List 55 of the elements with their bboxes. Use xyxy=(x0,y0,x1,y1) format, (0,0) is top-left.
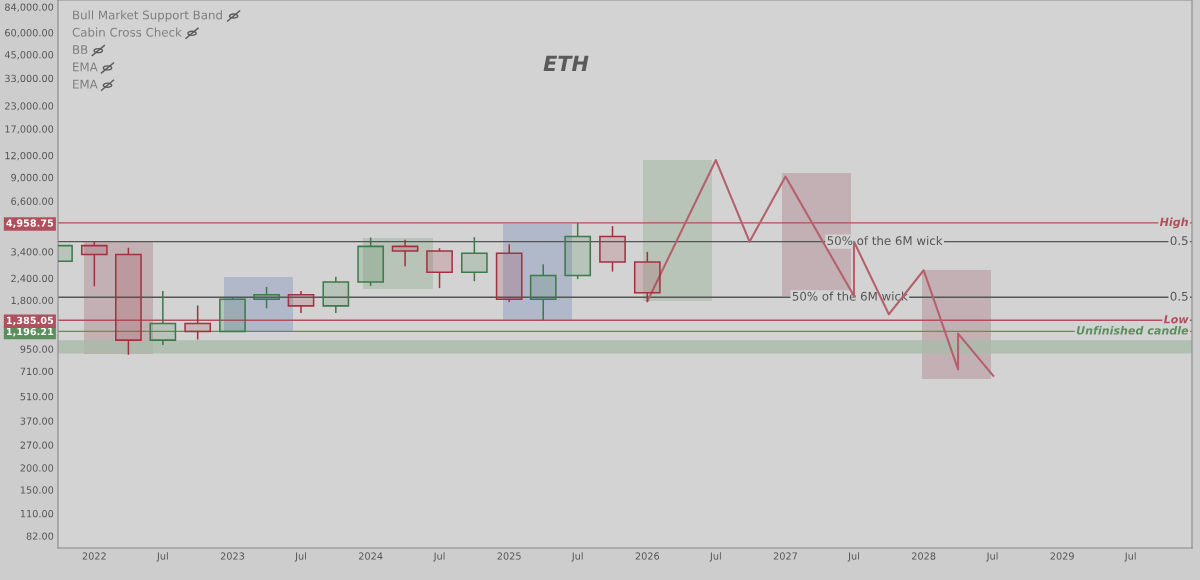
x-tick-label: 2022 xyxy=(82,552,106,560)
y-tick-label: 150.00 xyxy=(20,486,54,494)
x-tick-label: Jul xyxy=(986,552,998,562)
y-tick-label: 6,600.00 xyxy=(11,197,54,206)
y-tick-label: 84,000.00 xyxy=(5,3,54,12)
x-tick-label: 2028 xyxy=(911,552,936,560)
y-tick-label: 1,800.00 xyxy=(11,296,54,306)
annotation: BB xyxy=(73,45,88,54)
x-tick-label: Jul xyxy=(709,552,721,562)
y-tick-label: 110.00 xyxy=(20,509,54,518)
x-tick-label: Jul xyxy=(571,552,583,562)
annotation: 0.5 xyxy=(1170,236,1188,246)
y-tick-label: 270.00 xyxy=(20,441,54,449)
x-tick-label: Jul xyxy=(294,552,306,562)
ref-line-label: Low xyxy=(1163,315,1189,324)
x-tick-label: 2026 xyxy=(635,552,660,560)
y-tick-label: 370.00 xyxy=(20,417,54,425)
y-tick-label: 82.00 xyxy=(26,532,54,540)
x-tick-label: Jul xyxy=(1124,552,1136,562)
y-tick-label: 17,000.00 xyxy=(5,125,54,134)
y-tick-label: 2,400.00 xyxy=(11,274,54,284)
y-tick-label: 3,400.00 xyxy=(11,248,54,257)
x-tick-label: 2024 xyxy=(358,552,383,560)
y-tick-label: 23,000.00 xyxy=(5,102,54,111)
x-tick-label: 2027 xyxy=(773,552,798,560)
annotation: Bull Market Support Band xyxy=(73,10,222,22)
y-tick-label: 9,000.00 xyxy=(11,173,54,183)
ref-line-label: Unfinished candle xyxy=(1076,326,1189,335)
y-tick-label: 45,000.00 xyxy=(4,51,54,60)
y-tick-label: 4,958.75 xyxy=(6,219,54,228)
candlestick xyxy=(495,243,523,303)
y-tick-label: 1,196.21 xyxy=(6,327,54,337)
x-tick-label: 2029 xyxy=(1050,552,1074,560)
x-tick-label: Jul xyxy=(847,552,859,562)
y-tick-label: 950.00 xyxy=(20,345,54,353)
x-tick-label: 2025 xyxy=(497,552,521,560)
y-tick-label: 33,000.00 xyxy=(5,74,54,84)
x-tick-label: 2023 xyxy=(220,552,245,560)
y-tick-label: 12,000.00 xyxy=(5,151,54,161)
y-tick-label: 1,385.05 xyxy=(6,316,54,326)
ref-line-label: High xyxy=(1159,217,1188,229)
annotation: EMA xyxy=(73,62,98,72)
y-tick-label: 510.00 xyxy=(20,392,54,401)
y-tick-label: 60,000.00 xyxy=(5,29,54,38)
annotation: Cabin Cross Check xyxy=(72,27,182,37)
x-tick-label: Jul xyxy=(156,552,168,562)
y-tick-label: 710.00 xyxy=(20,367,54,376)
annotation: 50% of the 6M wick xyxy=(827,235,943,246)
line-series xyxy=(646,158,995,377)
y-tick-label: 200.00 xyxy=(20,464,54,472)
annotation: EMA xyxy=(73,79,98,89)
candlestick xyxy=(529,263,557,321)
text: ETH xyxy=(543,55,589,71)
x-tick-label: Jul xyxy=(433,552,445,562)
annotation: 0.5 xyxy=(1170,291,1188,301)
